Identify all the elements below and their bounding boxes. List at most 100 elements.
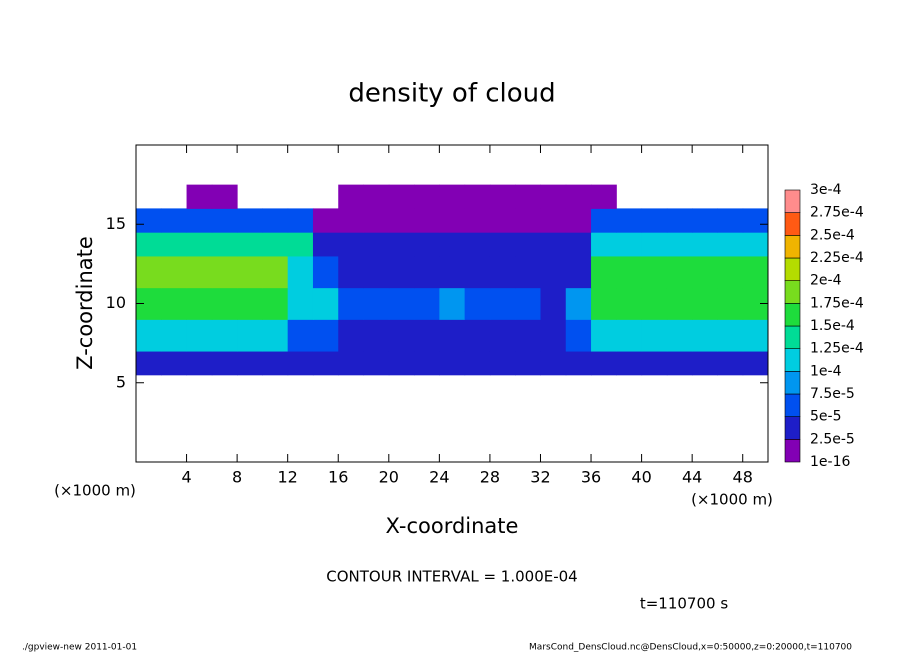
- cell: [489, 287, 516, 320]
- cell: [692, 287, 718, 320]
- cell: [414, 351, 440, 376]
- cell: [742, 319, 769, 352]
- cell: [363, 255, 390, 289]
- colorbar-box: [784, 212, 801, 236]
- cell: [237, 319, 263, 352]
- cell: [540, 184, 567, 209]
- y-tick-label: 10: [106, 293, 126, 312]
- cell: [312, 287, 339, 320]
- cell: [641, 351, 668, 376]
- cell: [692, 232, 718, 257]
- colorbar-label: 3e-4: [810, 182, 842, 198]
- cell: [414, 184, 440, 209]
- cell: [717, 319, 744, 352]
- cell: [439, 184, 466, 209]
- cell: [414, 255, 440, 289]
- footer-right: MarsCond_DensCloud.nc@DensCloud,x=0:5000…: [529, 643, 852, 653]
- cell: [641, 255, 668, 289]
- cell: [388, 208, 415, 233]
- cell: [186, 208, 213, 233]
- cell: [540, 255, 567, 289]
- cell: [161, 232, 188, 257]
- cell: [136, 255, 162, 289]
- cell: [262, 232, 289, 257]
- colorbar-label: 2.75e-4: [810, 205, 864, 221]
- cell: [211, 255, 238, 289]
- cell: [641, 287, 668, 320]
- cell: [591, 287, 617, 320]
- cell: [616, 208, 643, 233]
- cell: [287, 351, 314, 376]
- colorbar-box: [784, 189, 801, 213]
- colorbar-label: 1.25e-4: [810, 341, 864, 357]
- cell: [262, 287, 289, 320]
- cell: [666, 351, 693, 376]
- cell: [338, 287, 365, 320]
- cell: [312, 351, 339, 376]
- cell: [692, 255, 718, 289]
- cell: [692, 208, 718, 233]
- cell: [565, 184, 592, 209]
- colorbar-box: [784, 371, 801, 395]
- cell: [489, 255, 516, 289]
- x-tick-label: 20: [379, 468, 399, 487]
- footer-left: ./gpview-new 2011-01-01: [22, 643, 137, 653]
- colorbar-label: 2.5e-4: [810, 227, 855, 243]
- cell: [515, 255, 541, 289]
- cell: [515, 319, 541, 352]
- cell: [489, 208, 516, 233]
- cell: [262, 351, 289, 376]
- x-tick-label: 48: [733, 468, 753, 487]
- cell: [211, 351, 238, 376]
- cell: [692, 319, 718, 352]
- x-axis-label: X-coordinate: [386, 514, 519, 538]
- cell: [616, 319, 643, 352]
- y-tick-label: 15: [106, 214, 126, 233]
- x-tick-label: 16: [328, 468, 348, 487]
- cell: [312, 208, 339, 233]
- cell: [186, 287, 213, 320]
- cell: [186, 351, 213, 376]
- cell: [262, 255, 289, 289]
- cell: [489, 232, 516, 257]
- x-tick-label: 36: [581, 468, 601, 487]
- cell: [161, 208, 188, 233]
- cell: [388, 184, 415, 209]
- cell: [489, 319, 516, 352]
- cell: [439, 208, 466, 233]
- cell: [540, 351, 567, 376]
- cell: [136, 319, 162, 352]
- colorbar-label: 1.75e-4: [810, 295, 864, 311]
- cell: [717, 232, 744, 257]
- cell: [161, 319, 188, 352]
- colorbar-box: [784, 325, 801, 349]
- cell: [211, 184, 238, 209]
- cell: [666, 232, 693, 257]
- cell: [388, 255, 415, 289]
- cell: [388, 351, 415, 376]
- cell: [464, 255, 491, 289]
- cell: [338, 184, 365, 209]
- cell: [363, 287, 390, 320]
- cell: [363, 184, 390, 209]
- cell: [161, 287, 188, 320]
- cell: [414, 232, 440, 257]
- cell: [666, 287, 693, 320]
- colorbar-label: 1.5e-4: [810, 318, 855, 334]
- cell: [136, 351, 162, 376]
- cell: [515, 232, 541, 257]
- cell: [439, 319, 466, 352]
- cell: [565, 319, 592, 352]
- cell: [211, 232, 238, 257]
- x-tick-label: 32: [530, 468, 550, 487]
- cell: [515, 208, 541, 233]
- cell: [363, 208, 390, 233]
- cell: [237, 255, 263, 289]
- y-unit: (×1000 m): [54, 482, 136, 500]
- cell: [363, 351, 390, 376]
- cell: [237, 208, 263, 233]
- colorbar-box: [784, 235, 801, 259]
- x-unit: (×1000 m): [691, 491, 773, 509]
- cell: [338, 255, 365, 289]
